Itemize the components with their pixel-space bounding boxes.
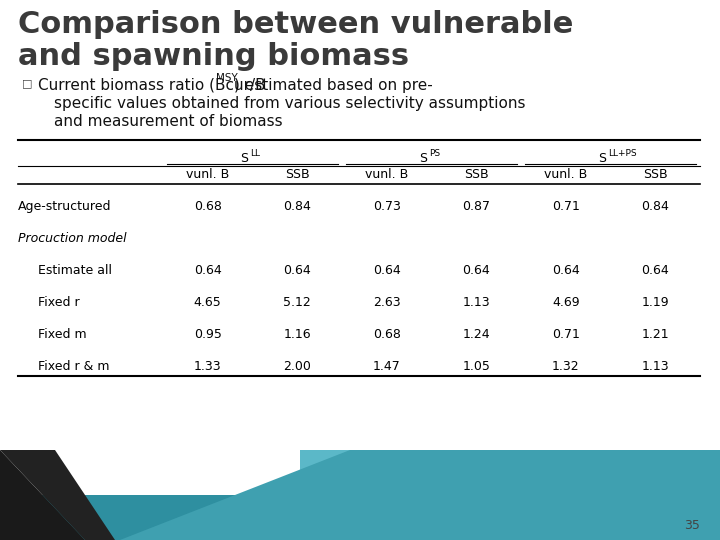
Text: 0.64: 0.64 [552, 264, 580, 277]
Polygon shape [300, 450, 720, 540]
Polygon shape [120, 450, 720, 540]
Text: Age-structured: Age-structured [18, 200, 112, 213]
Text: 1.24: 1.24 [462, 328, 490, 341]
Text: S: S [420, 152, 428, 165]
Text: 35: 35 [684, 519, 700, 532]
Text: SSB: SSB [643, 168, 667, 181]
Text: 1.19: 1.19 [642, 296, 669, 309]
Text: 0.68: 0.68 [194, 200, 222, 213]
Text: 0.64: 0.64 [194, 264, 222, 277]
Text: 2.00: 2.00 [283, 360, 311, 373]
Text: MSY: MSY [216, 73, 238, 83]
Text: vunl. B: vunl. B [186, 168, 230, 181]
Text: 0.87: 0.87 [462, 200, 490, 213]
Text: 1.05: 1.05 [462, 360, 490, 373]
Text: SSB: SSB [464, 168, 489, 181]
Polygon shape [480, 450, 720, 540]
Text: vunl. B: vunl. B [365, 168, 408, 181]
Text: 0.95: 0.95 [194, 328, 222, 341]
Text: 0.84: 0.84 [283, 200, 311, 213]
Text: 1.21: 1.21 [642, 328, 669, 341]
Text: Comparison between vulnerable: Comparison between vulnerable [18, 10, 573, 39]
Text: 0.64: 0.64 [284, 264, 311, 277]
Text: □: □ [22, 78, 32, 88]
Text: 0.64: 0.64 [462, 264, 490, 277]
Text: S: S [240, 152, 248, 165]
Text: 2.63: 2.63 [373, 296, 400, 309]
Text: Procuction model: Procuction model [18, 232, 127, 245]
Text: SSB: SSB [285, 168, 310, 181]
Text: 1.32: 1.32 [552, 360, 580, 373]
Text: 0.71: 0.71 [552, 328, 580, 341]
Text: S: S [598, 152, 606, 165]
Text: and measurement of biomass: and measurement of biomass [54, 114, 283, 129]
Text: ) estimated based on pre-: ) estimated based on pre- [234, 78, 433, 93]
Text: 0.64: 0.64 [373, 264, 400, 277]
Text: 0.68: 0.68 [373, 328, 401, 341]
Text: 1.13: 1.13 [642, 360, 669, 373]
Text: specific values obtained from various selectivity assumptions: specific values obtained from various se… [54, 96, 526, 111]
Text: 1.16: 1.16 [284, 328, 311, 341]
Text: and spawning biomass: and spawning biomass [18, 42, 409, 71]
Text: LL: LL [251, 149, 261, 158]
Text: Fixed r: Fixed r [38, 296, 80, 309]
Text: 0.84: 0.84 [642, 200, 669, 213]
Polygon shape [0, 450, 115, 540]
Text: 0.71: 0.71 [552, 200, 580, 213]
Text: PS: PS [430, 149, 441, 158]
Text: 1.47: 1.47 [373, 360, 400, 373]
Text: Fixed m: Fixed m [38, 328, 86, 341]
FancyArrow shape [0, 495, 720, 540]
Text: Current biomass ratio (Bcur/B: Current biomass ratio (Bcur/B [38, 78, 266, 93]
Text: 1.33: 1.33 [194, 360, 222, 373]
Text: Fixed r & m: Fixed r & m [38, 360, 109, 373]
Polygon shape [0, 450, 85, 540]
Text: 0.64: 0.64 [642, 264, 669, 277]
Text: LL+PS: LL+PS [608, 149, 637, 158]
Text: 5.12: 5.12 [284, 296, 311, 309]
Text: 4.69: 4.69 [552, 296, 580, 309]
Text: Estimate all: Estimate all [38, 264, 112, 277]
Text: 1.13: 1.13 [462, 296, 490, 309]
Text: vunl. B: vunl. B [544, 168, 588, 181]
Text: 4.65: 4.65 [194, 296, 222, 309]
Text: 0.73: 0.73 [373, 200, 401, 213]
